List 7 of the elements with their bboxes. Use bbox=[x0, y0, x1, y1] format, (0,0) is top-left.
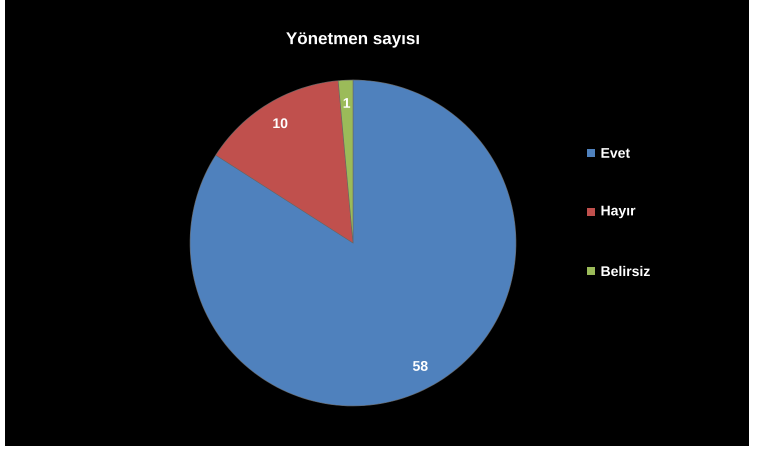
data-label: 58 bbox=[412, 360, 428, 371]
legend-label: Evet bbox=[601, 148, 630, 158]
data-label: 1 bbox=[344, 98, 350, 108]
legend-label: Belirsiz bbox=[601, 266, 650, 276]
legend-label: Hayır bbox=[601, 206, 636, 218]
chart-title: Yönetmen sayısı bbox=[286, 32, 419, 48]
data-label: 10 bbox=[273, 118, 288, 128]
